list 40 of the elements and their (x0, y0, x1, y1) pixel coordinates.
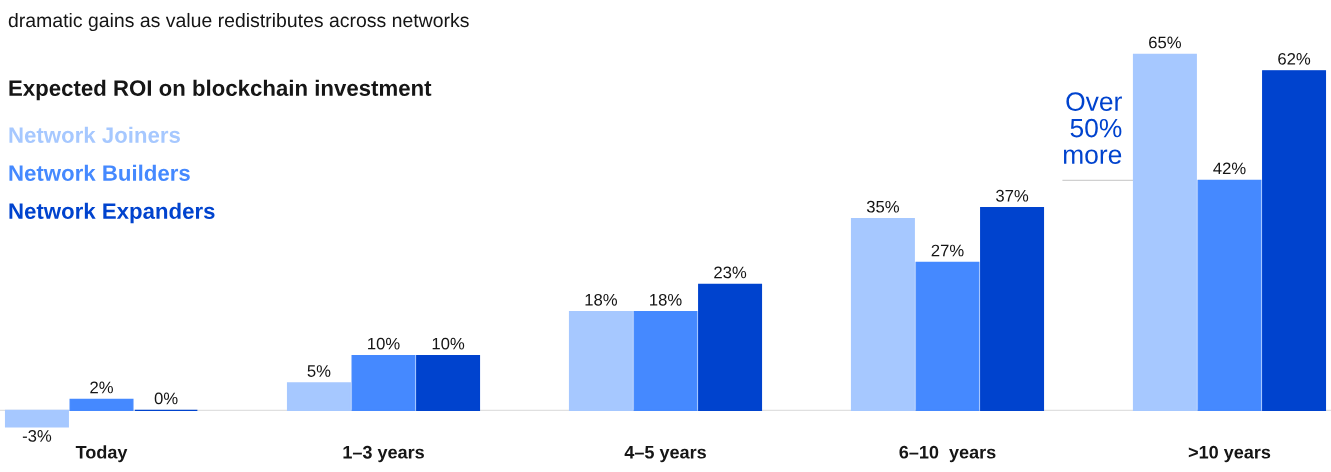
bar (698, 283, 763, 412)
data-label: 42% (1213, 162, 1246, 175)
x-tick-label: 4–5 years (624, 446, 706, 463)
bar (1197, 179, 1262, 412)
x-tick-label: Today (75, 445, 128, 463)
x-tick-label: >10 years (1188, 445, 1271, 463)
bar (568, 311, 633, 412)
bar (351, 354, 416, 412)
bar (286, 382, 351, 412)
text: Expected ROI on blockchain investment (9, 79, 432, 101)
text: Network Joiners (9, 126, 180, 143)
chart-subtitle: dramatic gains as value redistributes across networks (8, 12, 469, 32)
data-label: 2% (90, 381, 113, 394)
annotation: Over 50% more (1063, 92, 1122, 164)
data-label: 18% (650, 293, 682, 306)
data-label: 18% (585, 293, 618, 306)
x-tick-label: 6–10 years (899, 445, 996, 463)
data-label: 0% (154, 392, 178, 405)
data-label: -3% (22, 430, 52, 442)
data-label: 37% (996, 189, 1029, 202)
bar (633, 311, 698, 412)
bar (1262, 70, 1327, 412)
text: Network Expanders (9, 202, 215, 224)
bar (4, 409, 69, 428)
data-label: 35% (866, 200, 899, 213)
data-label: 62% (1278, 52, 1311, 65)
bar (980, 207, 1045, 412)
bar (416, 354, 481, 412)
data-label: 65% (1149, 36, 1181, 49)
data-label: 10% (432, 337, 465, 350)
bar (915, 261, 980, 412)
data-label: 23% (714, 266, 747, 279)
text: Network Builders (9, 164, 190, 181)
bar (69, 398, 134, 412)
data-label: 10% (368, 337, 400, 350)
data-label: 5% (307, 365, 331, 377)
bar (1132, 53, 1197, 412)
bar (850, 217, 915, 412)
x-tick-label: 1–3 years (343, 445, 424, 463)
data-label: 27% (931, 244, 964, 257)
